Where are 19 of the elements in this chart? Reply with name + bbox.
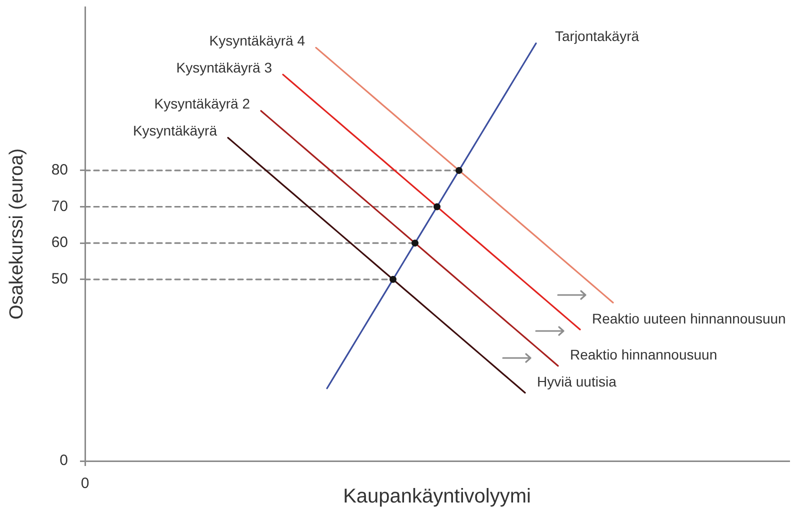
- y-axis-title: Osakekurssi (euroa): [6, 148, 28, 320]
- series-label: Kysyntäkäyrä 3: [176, 59, 272, 76]
- y-tick-label: 80: [51, 162, 68, 179]
- annotation: Reaktio hinnannousuun: [570, 346, 718, 363]
- annotation: Reaktio uuteen hinnannousuun: [592, 310, 786, 326]
- y-tick-label: 70: [51, 198, 68, 215]
- y-tick-label: 0: [60, 452, 68, 470]
- point: [434, 203, 440, 210]
- series-label: Tarjontakäyrä: [555, 28, 640, 44]
- series-label: Kysyntäkäyrä 2: [154, 96, 250, 112]
- series-label: Kysyntäkäyrä: [132, 122, 218, 139]
- y-tick-label: 60: [51, 234, 68, 252]
- series-label: Kysyntäkäyrä 4: [209, 32, 306, 49]
- annotation: Hyviä uutisia: [537, 374, 617, 390]
- point: [390, 276, 396, 283]
- x-axis-title: Kaupankäyntivolyymi: [343, 486, 531, 508]
- y-tick-label: 50: [51, 270, 68, 288]
- point: [412, 240, 418, 247]
- point: [456, 166, 462, 174]
